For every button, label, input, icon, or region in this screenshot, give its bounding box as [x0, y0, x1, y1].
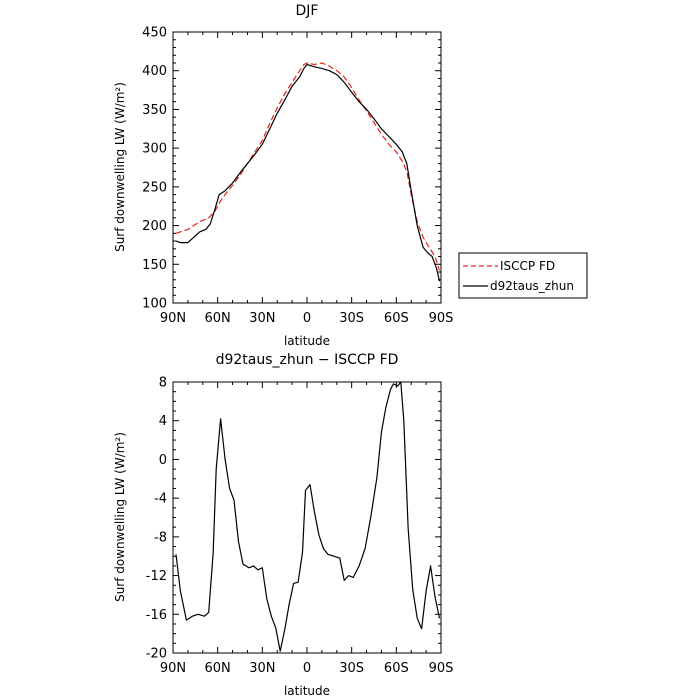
series-line-isccp-fd — [175, 62, 441, 271]
y-tick-label-8: -8 — [154, 530, 167, 545]
series-line-difference — [175, 381, 441, 652]
bottom-y-axis-label: Surf downwelling LW (W/m²) — [113, 432, 127, 602]
x-tick-label-60n: 60N — [205, 661, 231, 676]
y-tick-label-400: 400 — [142, 64, 167, 79]
y-tick-label-250: 250 — [142, 180, 167, 195]
y-tick-label-8: 8 — [159, 376, 167, 391]
bottom-x-axis-label: latitude — [284, 684, 330, 698]
x-tick-label-60n: 60N — [205, 311, 231, 326]
top-panel-djf: DJF 90N 60N 30N 0 30S 60S 90S 100 150 200 250 300 35… — [113, 3, 588, 348]
legend-label-d92taus-zhun: d92taus_zhun — [490, 279, 574, 293]
bottom-plot-frame — [172, 381, 442, 654]
x-tick-label-30s: 30S — [339, 661, 364, 676]
legend: ISCCP FD d92taus_zhun — [458, 252, 588, 299]
y-tick-label-450: 450 — [142, 26, 167, 41]
legend-box — [458, 252, 588, 299]
y-tick-label-12: -12 — [146, 569, 167, 584]
y-tick-label-16: -16 — [146, 608, 167, 623]
y-tick-label-150: 150 — [142, 258, 167, 273]
bottom-series-lines — [175, 381, 441, 652]
top-x-axis-label: latitude — [284, 334, 330, 348]
top-plot-frame — [172, 31, 442, 304]
x-tick-label-90n: 90N — [160, 311, 186, 326]
y-tick-label-4: 4 — [159, 414, 167, 429]
x-tick-label-0: 0 — [303, 311, 311, 326]
bottom-axis-ticks: 90N 60N 30N 0 30S 60S 90S -20 -16 -12 -8 -4 0 4 8 — [146, 376, 454, 677]
top-axis-ticks: 90N 60N 30N 0 30S 60S 90S 100 150 200 250 300 350 400… — [142, 26, 453, 327]
y-tick-label-20: -20 — [146, 647, 167, 662]
x-tick-label-30s: 30S — [339, 311, 364, 326]
bottom-panel-difference: d92taus_zhun − ISCCP FD 90N 60N 30N 0 30S 60S… — [113, 352, 453, 698]
x-tick-label-90s: 90S — [429, 311, 454, 326]
top-y-axis-label: Surf downwelling LW (W/m²) — [113, 82, 127, 252]
series-line-d92taus-zhun — [175, 63, 441, 282]
legend-label-isccp-fd: ISCCP FD — [500, 259, 555, 273]
y-tick-label-200: 200 — [142, 219, 167, 234]
x-tick-label-90s: 90S — [429, 661, 454, 676]
x-tick-label-90n: 90N — [160, 661, 186, 676]
x-tick-label-30n: 30N — [249, 311, 275, 326]
y-tick-label-300: 300 — [142, 142, 167, 157]
top-chart-title: DJF — [296, 3, 319, 19]
bottom-chart-title: d92taus_zhun − ISCCP FD — [216, 352, 399, 368]
y-tick-label-350: 350 — [142, 103, 167, 118]
top-series-lines — [175, 62, 441, 282]
x-tick-label-60s: 60S — [384, 661, 409, 676]
y-tick-label-0: 0 — [159, 453, 167, 468]
y-tick-label-4: -4 — [154, 492, 167, 507]
x-tick-label-30n: 30N — [249, 661, 275, 676]
x-tick-label-60s: 60S — [384, 311, 409, 326]
x-tick-label-0: 0 — [303, 661, 311, 676]
y-tick-label-100: 100 — [142, 297, 167, 312]
